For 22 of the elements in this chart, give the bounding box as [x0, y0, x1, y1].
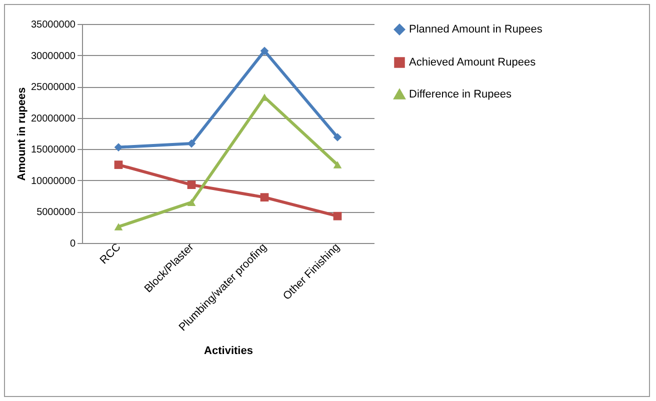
y-tick-label: 25000000: [31, 82, 76, 94]
y-tick-label: 5000000: [36, 207, 76, 218]
legend-label: Difference in Rupees: [409, 88, 512, 100]
y-tick-label: 15000000: [31, 144, 76, 156]
y-tick-label: 30000000: [31, 50, 76, 62]
y-tick-label: 20000000: [31, 113, 76, 124]
point: [187, 180, 196, 189]
y-tick-label: 35000000: [31, 20, 76, 30]
legend-label: Achieved Amount Rupees: [409, 56, 536, 68]
y-tick-label: 10000000: [31, 176, 76, 187]
y-tick-label: 0: [70, 238, 76, 250]
point: [260, 193, 269, 202]
point: [333, 133, 342, 142]
point: [114, 223, 123, 230]
point: [260, 46, 269, 56]
point: [333, 212, 342, 220]
point: [187, 198, 196, 206]
y-axis-title: Amount in rupees: [16, 87, 28, 181]
legend-label: Planned Amount in Rupees: [409, 24, 543, 36]
x-axis-title: Activities: [204, 344, 253, 357]
point: [333, 161, 342, 168]
point: [114, 160, 123, 169]
